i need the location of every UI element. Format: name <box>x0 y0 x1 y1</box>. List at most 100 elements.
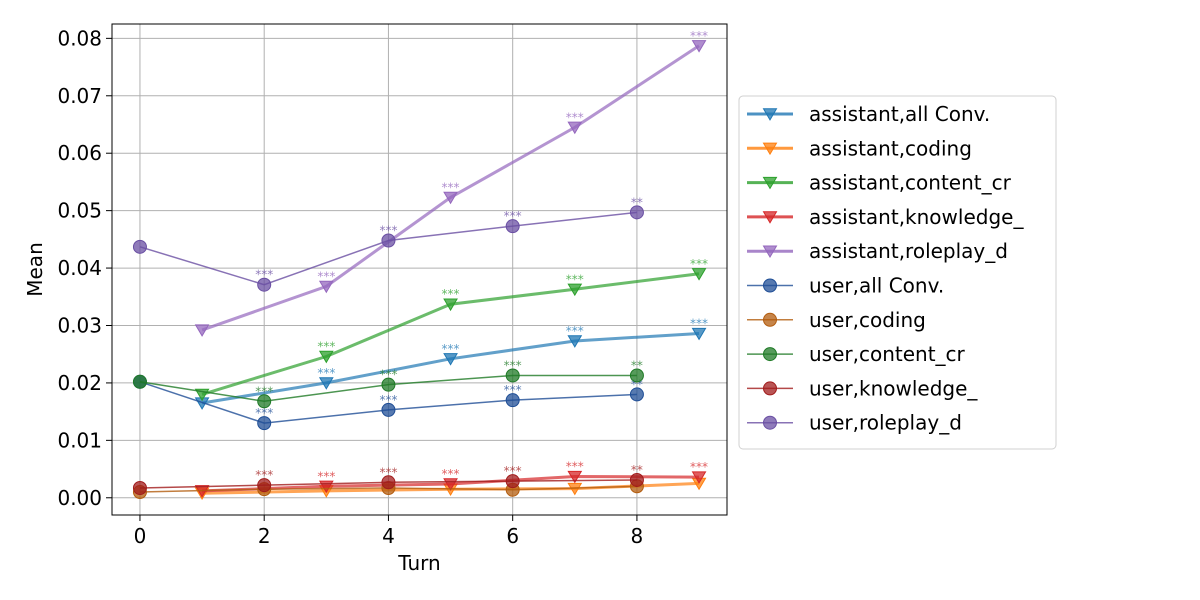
data-point <box>505 219 520 234</box>
legend-label: assistant,knowledge_ <box>809 205 1024 229</box>
data-point <box>318 350 334 364</box>
data-point <box>381 475 396 490</box>
significance-label: ** <box>631 358 643 372</box>
data-point <box>691 471 707 484</box>
legend-label: user,content_cr <box>809 342 966 366</box>
significance-label: *** <box>379 368 397 382</box>
significance-label: *** <box>442 287 460 301</box>
series-user-knowledge-: *** *** *** ** <box>132 463 644 496</box>
legend-marker <box>762 211 778 224</box>
significance-label: *** <box>255 468 273 482</box>
x-tick-label: 8 <box>631 524 644 548</box>
significance-label: *** <box>317 469 335 483</box>
significance-label: *** <box>504 464 522 478</box>
legend-entry: user,knowledge_ <box>747 376 978 400</box>
data-point <box>257 394 272 409</box>
y-tick-label: 0.02 <box>57 371 102 395</box>
significance-label: *** <box>255 384 273 398</box>
significance-label: *** <box>690 257 708 271</box>
legend-marker <box>763 381 777 396</box>
legend-marker <box>762 245 778 259</box>
x-axis-label: Turn <box>397 551 440 575</box>
legend-marker <box>762 142 778 156</box>
legend-marker <box>762 176 778 190</box>
data-point <box>691 327 707 341</box>
data-point <box>443 298 458 312</box>
significance-label: *** <box>690 29 708 43</box>
legend-marker <box>762 108 778 121</box>
data-point <box>691 268 707 281</box>
series-assistant-all-conv-: *** *** *** *** <box>194 317 708 410</box>
significance-label: *** <box>442 342 460 356</box>
x-tick-label: 4 <box>382 524 395 548</box>
data-point <box>567 121 583 135</box>
data-point <box>381 402 396 417</box>
data-point <box>132 481 147 496</box>
plot-frame <box>111 23 728 516</box>
legend-label: assistant,all Conv. <box>809 102 990 126</box>
legend-entry: user,all Conv. <box>747 274 944 298</box>
legend-entry: assistant,knowledge_ <box>747 205 1024 229</box>
y-tick-label: 0.04 <box>57 256 102 280</box>
y-tick-label: 0.07 <box>57 84 102 108</box>
significance-label: ** <box>631 463 643 477</box>
data-point <box>567 470 583 484</box>
x-tick-label: 0 <box>134 524 147 548</box>
series-user-content-cr: ********* ** <box>132 358 644 409</box>
significance-label: *** <box>566 272 584 286</box>
legend-marker <box>763 347 777 362</box>
series-layer: *************************** ****** *******… <box>132 29 708 501</box>
significance-label: *** <box>379 465 397 479</box>
significance-label: *** <box>442 180 460 194</box>
data-point <box>629 387 644 402</box>
y-tick-label: 0.01 <box>57 428 102 452</box>
data-point <box>257 416 272 431</box>
significance-label: *** <box>566 324 584 338</box>
legend: assistant,all Conv. assistant,coding assis… <box>738 95 1057 450</box>
legend-entry: user,roleplay_d <box>747 411 962 435</box>
significance-label: *** <box>255 268 273 282</box>
significance-label: *** <box>690 317 708 331</box>
data-point <box>381 377 396 392</box>
x-tick-label: 2 <box>258 524 271 548</box>
x-tick-label: 6 <box>506 524 519 548</box>
legend-label: assistant,roleplay_d <box>809 239 1008 263</box>
legend-marker <box>763 312 777 327</box>
data-point <box>132 374 147 389</box>
data-point <box>443 353 458 366</box>
data-point <box>318 280 334 294</box>
axis-ticks: 0 2 4 6 8 0.00 0.01 0.02 0.03 0.04 0.05 0.06 0.07 0.0… <box>57 26 643 548</box>
series-user-all-conv-: ********* ** <box>132 374 644 431</box>
data-point <box>629 368 644 383</box>
legend-label: user,knowledge_ <box>809 376 978 400</box>
legend-marker <box>763 415 777 430</box>
legend-label: user,coding <box>809 308 926 332</box>
data-point <box>505 393 520 408</box>
data-point <box>257 277 272 292</box>
significance-label: *** <box>379 223 397 237</box>
legend-label: user,all Conv. <box>809 274 944 298</box>
significance-label: ** <box>631 195 643 209</box>
y-tick-label: 0.05 <box>57 199 102 223</box>
data-point <box>443 191 458 205</box>
data-point <box>567 482 583 496</box>
significance-label: *** <box>504 383 522 397</box>
series-assistant-roleplay-d: *** *** *** *** <box>194 29 708 337</box>
legend-entry: assistant,coding <box>747 136 972 160</box>
y-tick-label: 0.03 <box>57 313 102 337</box>
significance-label: *** <box>566 110 584 124</box>
significance-label: *** <box>317 340 335 354</box>
data-point <box>567 335 583 348</box>
data-point <box>567 283 583 297</box>
data-point <box>629 472 644 487</box>
legend-entry: assistant,all Conv. <box>747 102 990 126</box>
data-point <box>629 205 644 220</box>
legend-entry: user,coding <box>747 308 926 332</box>
significance-label: *** <box>442 467 460 481</box>
data-point <box>691 40 707 53</box>
significance-label: *** <box>317 366 335 380</box>
data-point <box>505 368 520 383</box>
legend-label: assistant,content_cr <box>809 171 1012 195</box>
significance-label: *** <box>504 358 522 372</box>
data-point <box>132 239 147 254</box>
